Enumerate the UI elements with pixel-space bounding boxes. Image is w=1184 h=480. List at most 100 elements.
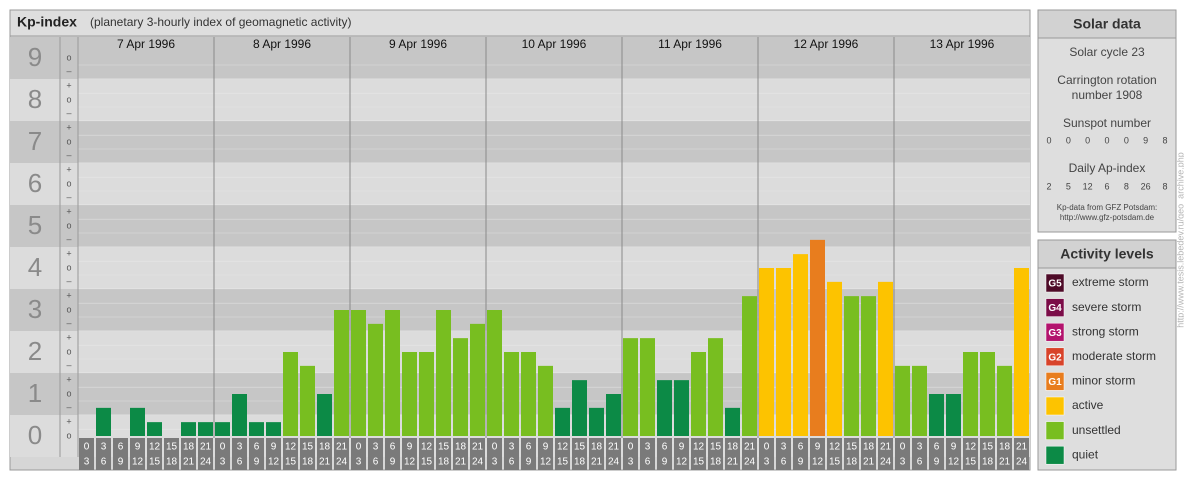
side-url: http://www.tesis.lebedev.ru/geo_archive.… [1175, 152, 1184, 327]
hour-label: 21 [744, 442, 756, 453]
hour-label: 15 [302, 442, 314, 453]
hour-box [725, 438, 740, 470]
legend-label: severe storm [1072, 300, 1141, 314]
solar-number: 6 [1104, 181, 1109, 191]
y-tick-label: 0 [28, 420, 42, 450]
bar [963, 352, 978, 436]
solar-number: 8 [1124, 181, 1129, 191]
legend-label: moderate storm [1072, 349, 1156, 363]
hour-box [844, 438, 859, 470]
hour-box [793, 438, 808, 470]
hour-label: 15 [149, 457, 161, 468]
y-tick-label: 9 [28, 42, 42, 72]
legend-title: Activity levels [1060, 246, 1154, 262]
hour-label: 9 [951, 442, 957, 453]
hour-label: 3 [509, 442, 515, 453]
minor-tick-label: + [66, 375, 71, 385]
hour-label: 9 [679, 442, 685, 453]
minor-tick-label: – [66, 402, 71, 412]
date-label: 9 Apr 1996 [389, 37, 447, 51]
bar [504, 352, 519, 436]
band [10, 163, 1030, 205]
hour-box [759, 438, 774, 470]
hour-box [963, 438, 978, 470]
band [10, 121, 1030, 163]
hour-label: 15 [982, 442, 994, 453]
hour-label: 18 [999, 442, 1011, 453]
y-tick-label: 5 [28, 210, 42, 240]
hour-label: 12 [404, 457, 416, 468]
hour-box [385, 438, 400, 470]
hour-box [929, 438, 944, 470]
hour-label: 18 [166, 457, 178, 468]
date-label: 11 Apr 1996 [658, 37, 722, 51]
hour-box [657, 438, 672, 470]
hour-label: 12 [965, 442, 977, 453]
hour-box [606, 438, 621, 470]
hour-label: 24 [608, 457, 620, 468]
bar [1014, 268, 1029, 436]
minor-tick-label: o [66, 346, 71, 356]
carrington: number 1908 [1072, 88, 1143, 102]
hour-label: 21 [591, 457, 603, 468]
bar [929, 394, 944, 436]
legend-swatch [1045, 322, 1065, 342]
legend-label: active [1072, 398, 1104, 412]
bar [334, 310, 349, 436]
hour-label: 18 [710, 457, 722, 468]
minor-tick-label: + [66, 249, 71, 259]
solar-number: 0 [1066, 135, 1071, 145]
legend-badge: G4 [1048, 303, 1062, 314]
hour-box [742, 438, 757, 470]
hour-box [708, 438, 723, 470]
hour-label: 15 [285, 457, 297, 468]
hour-label: 0 [220, 442, 226, 453]
carrington: Carrington rotation [1057, 73, 1156, 87]
bar [266, 422, 281, 436]
hour-label: 6 [118, 442, 124, 453]
hour-label: 0 [628, 442, 634, 453]
bar [997, 365, 1012, 436]
band [10, 373, 1030, 415]
y-tick-label: 1 [28, 378, 42, 408]
hour-label: 3 [101, 442, 107, 453]
hour-label: 12 [812, 457, 824, 468]
sunspot-title: Sunspot number [1063, 116, 1151, 130]
title-bar [9, 9, 1031, 37]
hour-box [487, 438, 502, 470]
hour-box [538, 438, 553, 470]
hour-box [249, 438, 264, 470]
hour-label: 3 [764, 457, 770, 468]
hour-label: 6 [390, 442, 396, 453]
hour-box [980, 438, 995, 470]
hour-label: 12 [268, 457, 280, 468]
hour-label: 6 [781, 457, 787, 468]
legend-label: extreme storm [1072, 275, 1149, 289]
hour-label: 9 [135, 442, 141, 453]
legend-swatch [1045, 421, 1065, 440]
hour-label: 6 [526, 442, 532, 453]
legend-swatch [1045, 396, 1065, 416]
bar [130, 407, 145, 436]
legend-swatch [1045, 347, 1065, 367]
hour-box [130, 438, 145, 470]
hour-label: 9 [526, 457, 532, 468]
bar [147, 422, 162, 436]
hour-box [776, 438, 791, 470]
hour-label: 18 [863, 442, 875, 453]
hour-box [351, 438, 366, 470]
hour-box [997, 438, 1012, 470]
hour-label: 15 [965, 457, 977, 468]
solar-header [1037, 9, 1177, 39]
hour-label: 15 [710, 442, 722, 453]
hour-box [912, 438, 927, 470]
minor-tick-label: + [66, 417, 71, 427]
hour-label: 3 [900, 457, 906, 468]
hour-label: 6 [101, 457, 107, 468]
minor-tick-label: o [66, 388, 71, 398]
hour-box [453, 438, 468, 470]
bar [215, 422, 230, 436]
minor-tick-label: + [66, 207, 71, 217]
solar-number: 5 [1066, 181, 1071, 191]
minor-tick-label: – [66, 66, 71, 76]
